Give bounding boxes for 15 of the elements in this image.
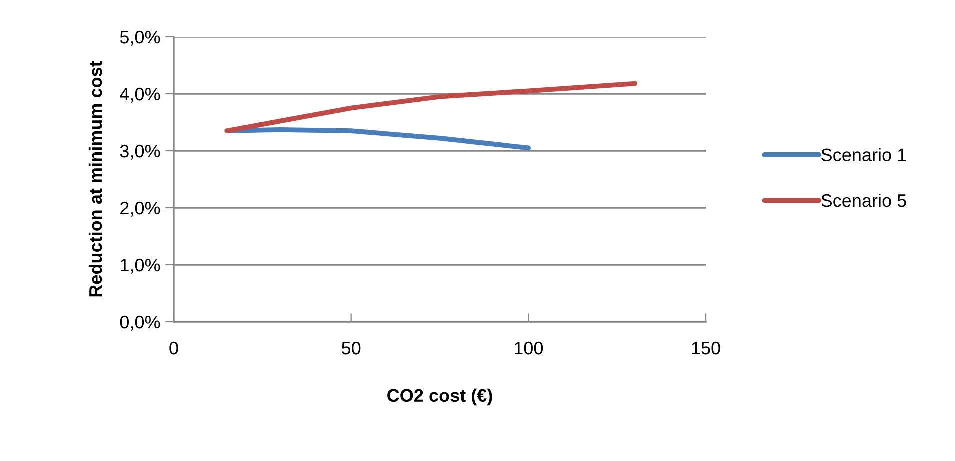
y-tick-label: 2,0% [120, 202, 160, 217]
y-tick-label: 4,0% [120, 88, 160, 103]
x-tick-label: 100 [514, 342, 544, 355]
x-tick-label: 50 [342, 342, 361, 355]
x-tick-label: 150 [692, 342, 720, 355]
y-axis-title: Reduction at minimum cost [88, 61, 102, 297]
line-series [224, 81, 638, 134]
legend-label: Scenario 1 [822, 148, 906, 162]
x-tick-label: 0 [170, 342, 178, 355]
y-tick-label: 1,0% [121, 258, 160, 274]
y-tick-label: 5,0% [120, 30, 160, 46]
y-tick-label: 0,0% [120, 316, 160, 331]
x-axis-title: CO2 cost (€) [388, 388, 492, 406]
legend-label: Scenario 5 [822, 194, 906, 208]
y-tick-label: 3,0% [120, 144, 160, 160]
